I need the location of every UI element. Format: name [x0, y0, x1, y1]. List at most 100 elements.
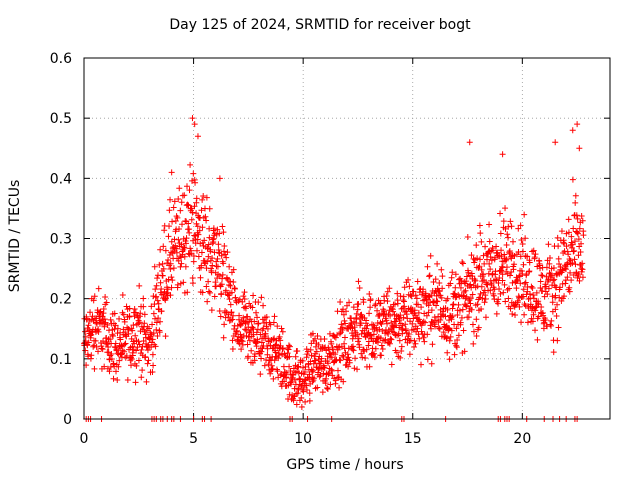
data-point — [159, 272, 166, 279]
data-point — [131, 306, 138, 313]
data-point — [257, 371, 264, 378]
data-point — [332, 351, 339, 358]
data-point — [463, 273, 470, 280]
data-point — [310, 367, 317, 374]
data-point — [193, 195, 200, 202]
data-point — [338, 321, 345, 328]
data-point — [501, 281, 508, 288]
data-point — [318, 355, 325, 362]
data-point — [205, 288, 212, 295]
data-point — [569, 176, 576, 183]
data-point — [279, 346, 286, 353]
data-point — [424, 263, 431, 270]
data-point — [334, 331, 341, 338]
data-point — [337, 357, 344, 364]
data-point — [396, 324, 403, 331]
data-point — [301, 377, 308, 384]
data-point — [394, 290, 401, 297]
data-point — [311, 375, 318, 382]
data-point — [575, 271, 582, 278]
data-point — [128, 362, 135, 369]
data-point — [412, 292, 419, 299]
data-point — [286, 363, 293, 370]
data-point — [367, 296, 374, 303]
data-point — [530, 311, 537, 318]
data-point — [384, 288, 391, 295]
data-point — [551, 276, 558, 283]
data-point — [210, 225, 217, 232]
data-point — [140, 295, 147, 302]
data-point — [321, 364, 328, 371]
data-point — [245, 353, 252, 360]
data-point — [507, 218, 514, 225]
data-point — [388, 305, 395, 312]
data-point — [345, 345, 352, 352]
data-point — [374, 339, 381, 346]
data-point — [519, 240, 526, 247]
data-point — [107, 336, 114, 343]
data-point — [388, 361, 395, 368]
data-point — [423, 312, 430, 319]
data-point — [554, 234, 561, 241]
data-point — [357, 320, 364, 327]
data-point — [517, 222, 524, 229]
data-point — [495, 296, 502, 303]
data-point — [378, 342, 385, 349]
data-point — [138, 346, 145, 353]
data-point — [503, 241, 510, 248]
data-point — [176, 225, 183, 232]
data-point — [391, 301, 398, 308]
data-point — [569, 241, 576, 248]
data-point — [336, 384, 343, 391]
data-point — [372, 301, 379, 308]
data-point — [183, 240, 190, 247]
data-point — [85, 322, 92, 329]
data-point — [428, 292, 435, 299]
data-point — [445, 326, 452, 333]
data-point — [263, 313, 270, 320]
data-point — [385, 330, 392, 337]
data-point — [102, 293, 109, 300]
data-point — [113, 368, 119, 375]
data-point — [175, 236, 182, 243]
data-point — [177, 280, 184, 287]
data-point — [197, 274, 204, 281]
data-point — [414, 301, 421, 308]
data-point — [129, 352, 136, 359]
data-point — [88, 352, 95, 359]
data-point — [455, 301, 462, 308]
data-point — [133, 347, 140, 354]
data-point — [218, 281, 225, 288]
data-point — [145, 325, 152, 332]
data-point — [461, 288, 468, 295]
data-point — [383, 293, 390, 300]
data-point — [473, 242, 480, 249]
data-point — [286, 343, 293, 350]
y-tick-label: 0 — [63, 412, 72, 428]
data-point — [168, 284, 175, 291]
data-point — [339, 324, 346, 331]
data-point — [474, 283, 481, 290]
data-point — [362, 354, 369, 361]
data-point — [153, 326, 160, 333]
data-point — [578, 268, 585, 275]
data-point — [514, 276, 521, 283]
data-point — [482, 243, 489, 250]
data-point — [294, 364, 301, 371]
data-point — [185, 202, 192, 209]
data-point — [436, 325, 443, 332]
x-tick-label: 15 — [404, 431, 422, 447]
data-point — [153, 319, 160, 326]
data-point — [255, 299, 262, 306]
data-point — [197, 240, 204, 247]
data-point — [322, 344, 329, 351]
data-point — [406, 283, 413, 290]
data-point — [154, 297, 161, 304]
data-point — [298, 394, 305, 401]
data-point — [337, 299, 344, 306]
data-point — [359, 313, 366, 320]
data-point — [245, 333, 252, 340]
data-point — [498, 247, 505, 254]
data-point — [165, 257, 172, 264]
data-point — [169, 218, 176, 225]
